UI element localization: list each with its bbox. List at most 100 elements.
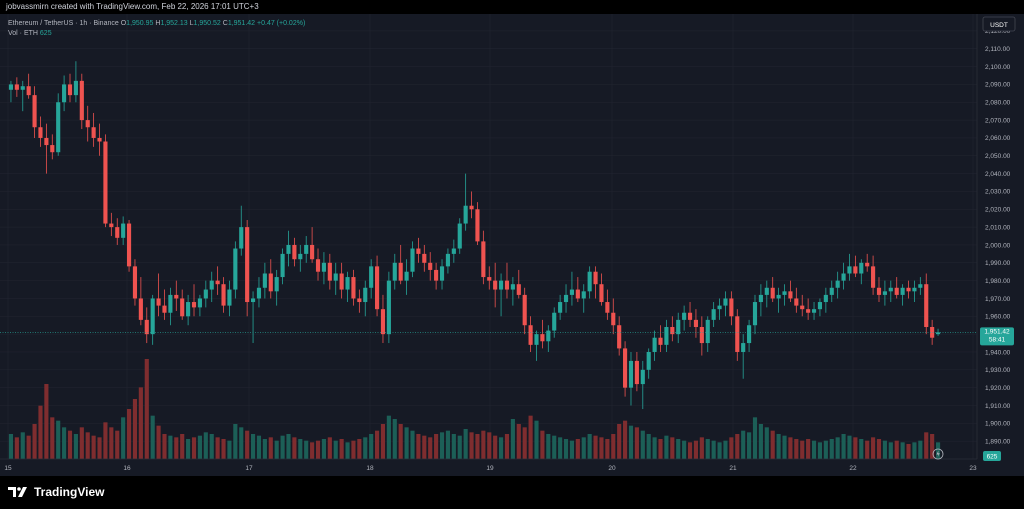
candle-body [428, 262, 433, 270]
candle-body [930, 327, 935, 338]
brand[interactable]: TradingView [8, 485, 104, 499]
candle-body [233, 248, 238, 290]
legend-c-label: C [222, 20, 228, 27]
y-tick-label: 1,970.00 [985, 296, 1011, 303]
candle-body [853, 266, 858, 274]
volume-bar [203, 432, 208, 459]
volume-bar [817, 442, 823, 459]
volume-bar [451, 434, 456, 459]
y-tick-label: 1,960.00 [985, 314, 1011, 321]
currency-button[interactable]: USDT [982, 16, 1016, 32]
candle-body [687, 312, 693, 320]
alert-icon[interactable] [932, 448, 944, 460]
candle-body [310, 244, 315, 260]
legend-h-value: 1,952.13 [160, 20, 188, 27]
volume-bar [262, 439, 267, 459]
volume-bar [439, 432, 445, 459]
candle-body [776, 294, 781, 299]
volume-bar [339, 439, 344, 459]
candle-body [374, 266, 380, 310]
candle-body [575, 289, 580, 299]
legend-c-value: 1,951.42 [227, 20, 256, 27]
y-tick-label: 2,110.00 [985, 46, 1010, 53]
candle-body [705, 319, 710, 344]
y-tick-label: 2,060.00 [985, 135, 1011, 142]
candle-body [121, 223, 126, 238]
y-axis[interactable]: 2,120.00 2,110.00 2,100.00 2,090.00 2,080.00… [976, 14, 1024, 476]
volume-bar [912, 442, 917, 459]
candle-body [262, 273, 267, 288]
volume-bar [115, 430, 120, 459]
candle-body [935, 332, 941, 335]
volume-bar [623, 420, 628, 459]
x-tick-label: 22 [849, 465, 857, 472]
volume-bar [469, 432, 474, 459]
volume-bar [823, 440, 828, 459]
candle-body [646, 351, 651, 370]
volume-bar [256, 435, 262, 459]
x-axis[interactable]: 15 16 17 18 19 20 21 22 23 [0, 458, 977, 472]
candle-body [823, 294, 828, 303]
candle-body [268, 273, 273, 292]
candle-body [50, 145, 55, 153]
candle-body [912, 287, 917, 292]
candle-body [321, 262, 326, 272]
candle-body [333, 273, 338, 281]
volume-bar [121, 417, 126, 459]
volume-bar [162, 434, 167, 459]
volume-bar [894, 440, 899, 459]
legend-vol-label: Vol · ETH [8, 30, 38, 37]
candle-body [8, 84, 14, 90]
volume-bar [333, 440, 338, 459]
candle-body [109, 223, 114, 228]
candle-body [26, 86, 31, 96]
volume-bar [705, 439, 710, 459]
candle-body [534, 334, 539, 345]
volume-bar [924, 432, 929, 459]
volume-bar [250, 434, 256, 459]
volume-bar [274, 440, 279, 459]
candles [8, 61, 941, 410]
candle-body [924, 284, 929, 328]
chart-panel[interactable]: 2,120.00 2,110.00 2,100.00 2,090.00 2,080.00… [0, 14, 1024, 476]
candle-body [91, 127, 96, 138]
volume-bar [20, 432, 25, 459]
candle-body [676, 319, 681, 335]
volume-bar [581, 437, 586, 459]
price-chart[interactable]: 2,120.00 2,110.00 2,100.00 2,090.00 2,080.00… [0, 14, 1024, 476]
volume-bar [197, 435, 202, 459]
y-tick-label: 2,100.00 [985, 64, 1011, 71]
volume-bar [794, 439, 799, 459]
x-tick-label: 21 [729, 465, 737, 472]
volume-bar [398, 424, 403, 459]
candle-body [888, 287, 893, 292]
candle-body [528, 325, 533, 345]
candle-body [434, 269, 439, 281]
candle-body [581, 291, 586, 299]
grid [0, 14, 977, 459]
legend-symbol: Ethereum / TetherUS · 1h · Binance [8, 20, 119, 27]
candle-body [770, 287, 775, 299]
legend-change: +0.47 (+0.02%) [257, 20, 306, 27]
candle-body [747, 325, 752, 344]
volume-bar [658, 439, 663, 459]
candle-body [788, 291, 793, 299]
candle-body [510, 284, 515, 290]
candle-body [859, 262, 864, 274]
candle-body [723, 298, 728, 306]
candle-body [682, 312, 687, 320]
volume-bar [144, 359, 149, 459]
volume-bar [138, 387, 143, 459]
volume-bar [871, 437, 876, 459]
candle-body [422, 253, 427, 263]
candle-body [380, 309, 386, 335]
y-tick-label: 2,050.00 [985, 153, 1011, 160]
volume-bar [510, 419, 515, 459]
volume-bar [50, 417, 55, 459]
candle-body [587, 271, 592, 292]
volume-bar [717, 442, 722, 459]
volume-bar [215, 437, 220, 459]
volume-bar [386, 415, 391, 459]
volume-bar [26, 435, 31, 459]
volume-bar [404, 427, 409, 459]
